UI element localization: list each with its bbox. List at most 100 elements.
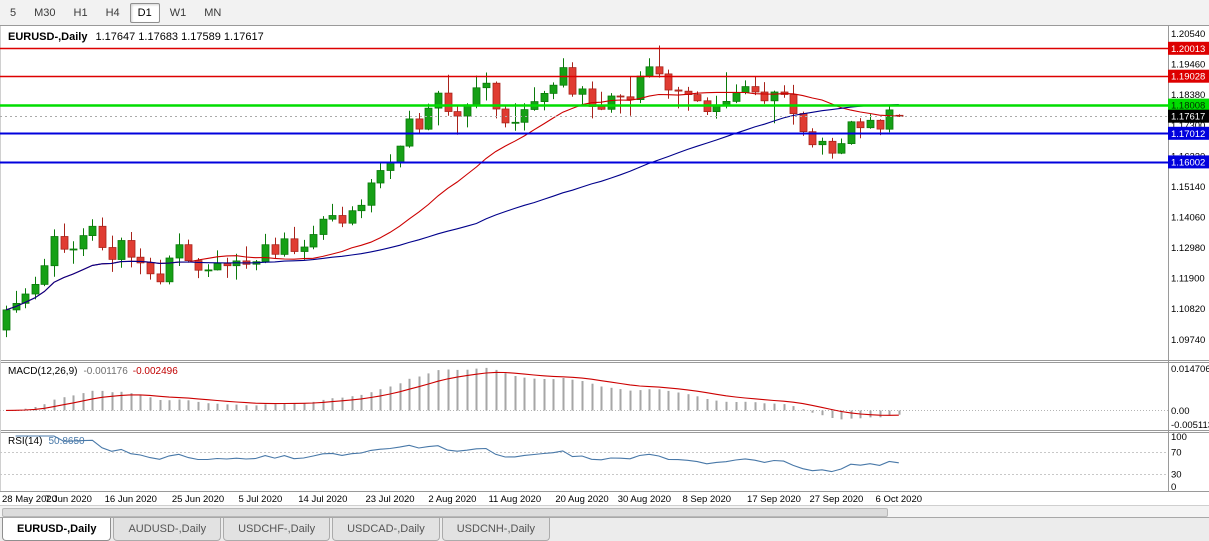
price-badge: 1.18008 — [1168, 98, 1209, 112]
candle — [357, 199, 366, 219]
candle — [175, 233, 184, 266]
price-scale-label: 1.15140 — [1171, 182, 1205, 193]
chart-frames — [0, 25, 1209, 492]
candle — [98, 217, 107, 251]
candle — [444, 74, 453, 116]
candle — [645, 58, 654, 78]
candle — [856, 118, 865, 139]
candles — [2, 45, 904, 338]
candle — [530, 87, 539, 111]
candle — [597, 91, 606, 111]
timeframe-toolbar: 5 M30 H1 H4 D1 W1 MN — [0, 0, 1209, 25]
candle — [760, 82, 769, 104]
candle — [511, 103, 520, 131]
candle — [69, 241, 78, 264]
date-label: 30 Aug 2020 — [618, 494, 671, 505]
macd-main-value: -0.001176 — [83, 366, 128, 377]
rsi-line — [15, 435, 899, 473]
price-scale-label: 1.17300 — [1171, 121, 1205, 132]
candle — [492, 81, 501, 119]
candle — [540, 90, 549, 111]
price-scale-label: 1.12980 — [1171, 243, 1205, 254]
candle — [396, 145, 405, 168]
candle — [117, 237, 126, 268]
macd-signal-value: -0.002496 — [132, 366, 178, 377]
candle — [50, 229, 59, 277]
date-label: 7 Jun 2020 — [45, 494, 92, 505]
svg-text:1.20013: 1.20013 — [1171, 44, 1205, 55]
scrollbar-thumb[interactable] — [2, 508, 888, 517]
candle — [712, 95, 721, 119]
chart-symbol-title: EURUSD-,Daily — [8, 31, 88, 43]
price-badge: 1.16002 — [1168, 155, 1209, 169]
candle — [204, 264, 213, 277]
candle — [453, 106, 462, 135]
timeframe-button-d1[interactable]: D1 — [129, 2, 160, 23]
timeframe-button-h1[interactable]: H1 — [73, 6, 88, 19]
candle — [520, 103, 529, 131]
macd-histogram — [5, 367, 901, 420]
horizontal-lines[interactable] — [0, 47, 1168, 164]
timeframe-button-5[interactable]: 5 — [10, 6, 17, 19]
date-label: 14 Jul 2020 — [298, 494, 347, 505]
chart-tab-audusd-daily[interactable]: AUDUSD-,Daily — [113, 518, 222, 541]
candle — [60, 223, 69, 253]
chart-tab-usdcnh-daily[interactable]: USDCNH-,Daily — [441, 518, 550, 541]
horizontal-scrollbar[interactable] — [0, 505, 1209, 517]
chart-tab-usdchf-daily[interactable]: USDCHF-,Daily — [223, 518, 331, 541]
candle — [31, 276, 40, 300]
timeframe-button-w1[interactable]: W1 — [169, 6, 187, 19]
price-scale-label: 1.09740 — [1171, 335, 1205, 346]
macd-scale-label: 0.00 — [1171, 406, 1190, 417]
candle — [751, 77, 760, 96]
price-scale-label: 1.11900 — [1171, 274, 1205, 285]
candle — [664, 69, 673, 99]
candle — [424, 103, 433, 131]
candle — [232, 253, 241, 280]
candle — [194, 258, 203, 279]
date-label: 8 Sep 2020 — [682, 494, 731, 505]
candle — [722, 72, 731, 109]
date-label: 5 Jul 2020 — [238, 494, 282, 505]
candle — [828, 137, 837, 159]
candle — [885, 106, 894, 133]
svg-text:1.16002: 1.16002 — [1171, 157, 1205, 168]
price-scale[interactable]: 1.205401.194601.183801.173001.162201.151… — [1168, 29, 1209, 346]
candle — [386, 154, 395, 179]
date-label: 2 Aug 2020 — [428, 494, 476, 505]
candle — [108, 235, 117, 272]
candle — [799, 111, 808, 136]
candle — [770, 90, 779, 124]
svg-text:1.18008: 1.18008 — [1171, 101, 1205, 112]
chart-tab-eurusd-daily[interactable]: EURUSD-,Daily — [2, 518, 112, 541]
candle — [684, 86, 693, 111]
macd-scale-label: 0.014706 — [1171, 364, 1209, 375]
candle — [213, 250, 222, 271]
price-scale-label: 1.10820 — [1171, 304, 1205, 315]
timeframe-button-h4[interactable]: H4 — [105, 6, 120, 19]
date-label: 23 Jul 2020 — [365, 494, 414, 505]
chart-title: EURUSD-,Daily 1.17647 1.17683 1.17589 1.1… — [8, 31, 264, 43]
timeframe-button-m30[interactable]: M30 — [34, 6, 56, 19]
candle — [184, 239, 193, 263]
price-badge: 1.17012 — [1168, 126, 1209, 140]
price-badge: 1.20013 — [1168, 41, 1209, 55]
candle — [472, 75, 481, 109]
candle — [252, 260, 261, 271]
candle — [616, 94, 625, 114]
date-label: 27 Sep 2020 — [809, 494, 863, 505]
ma-line-20 — [5, 91, 899, 311]
price-badge: 1.19028 — [1168, 69, 1209, 83]
chart-tab-usdcad-daily[interactable]: USDCAD-,Daily — [332, 518, 440, 541]
candle — [588, 81, 597, 119]
rsi-scale-label: 0 — [1171, 482, 1176, 493]
date-label: 17 Sep 2020 — [747, 494, 801, 505]
candle — [261, 233, 270, 264]
candle — [568, 62, 577, 97]
svg-text:1.17012: 1.17012 — [1171, 129, 1205, 140]
macd-signal-line — [5, 371, 899, 416]
timeframe-button-mn[interactable]: MN — [204, 6, 222, 19]
